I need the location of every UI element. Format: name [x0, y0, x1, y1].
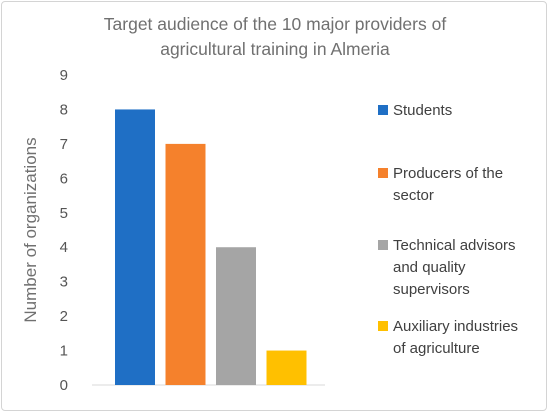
chart-title: Target audience of the 10 major provider…: [104, 14, 447, 59]
legend-swatch: [378, 321, 388, 331]
legend-swatch: [378, 168, 388, 178]
legend-label: Students: [393, 102, 452, 119]
bar: [266, 350, 307, 385]
y-tick-label: 3: [60, 274, 68, 291]
y-tick-label: 9: [60, 67, 68, 84]
y-tick-label: 6: [60, 170, 68, 187]
bar: [165, 143, 206, 385]
legend-label: and quality: [393, 259, 466, 276]
y-tick-label: 4: [60, 239, 68, 256]
y-tick-label: 2: [60, 308, 68, 325]
bar: [216, 247, 256, 385]
y-tick-label: 5: [60, 205, 68, 222]
legend-swatch: [378, 105, 388, 115]
legend-swatch: [378, 240, 388, 250]
legend-label: supervisors: [393, 281, 470, 298]
y-axis-ticks: 0 1 2 3 4 5 6 7 8 9: [60, 67, 68, 394]
legend-label: Auxiliary industries: [393, 318, 518, 335]
legend-label: sector: [393, 187, 434, 204]
legend-label: of agriculture: [393, 340, 480, 357]
legend-label: Producers of the: [393, 165, 503, 182]
chart-title-line: Target audience of the 10 major provider…: [104, 14, 447, 34]
chart-title-line: agricultural training in Almeria: [160, 39, 390, 59]
legend: Students Producers of the sector Technical …: [378, 102, 518, 357]
y-tick-label: 8: [60, 101, 68, 118]
y-tick-label: 0: [60, 377, 68, 394]
y-tick-label: 7: [60, 136, 68, 153]
bars: [115, 109, 307, 385]
y-axis-label-text: Number of organizations: [21, 137, 40, 322]
legend-label: Technical advisors: [393, 237, 516, 254]
y-tick-label: 1: [60, 343, 68, 360]
y-axis-label: Number of organizations: [21, 137, 40, 322]
bar: [115, 109, 155, 385]
